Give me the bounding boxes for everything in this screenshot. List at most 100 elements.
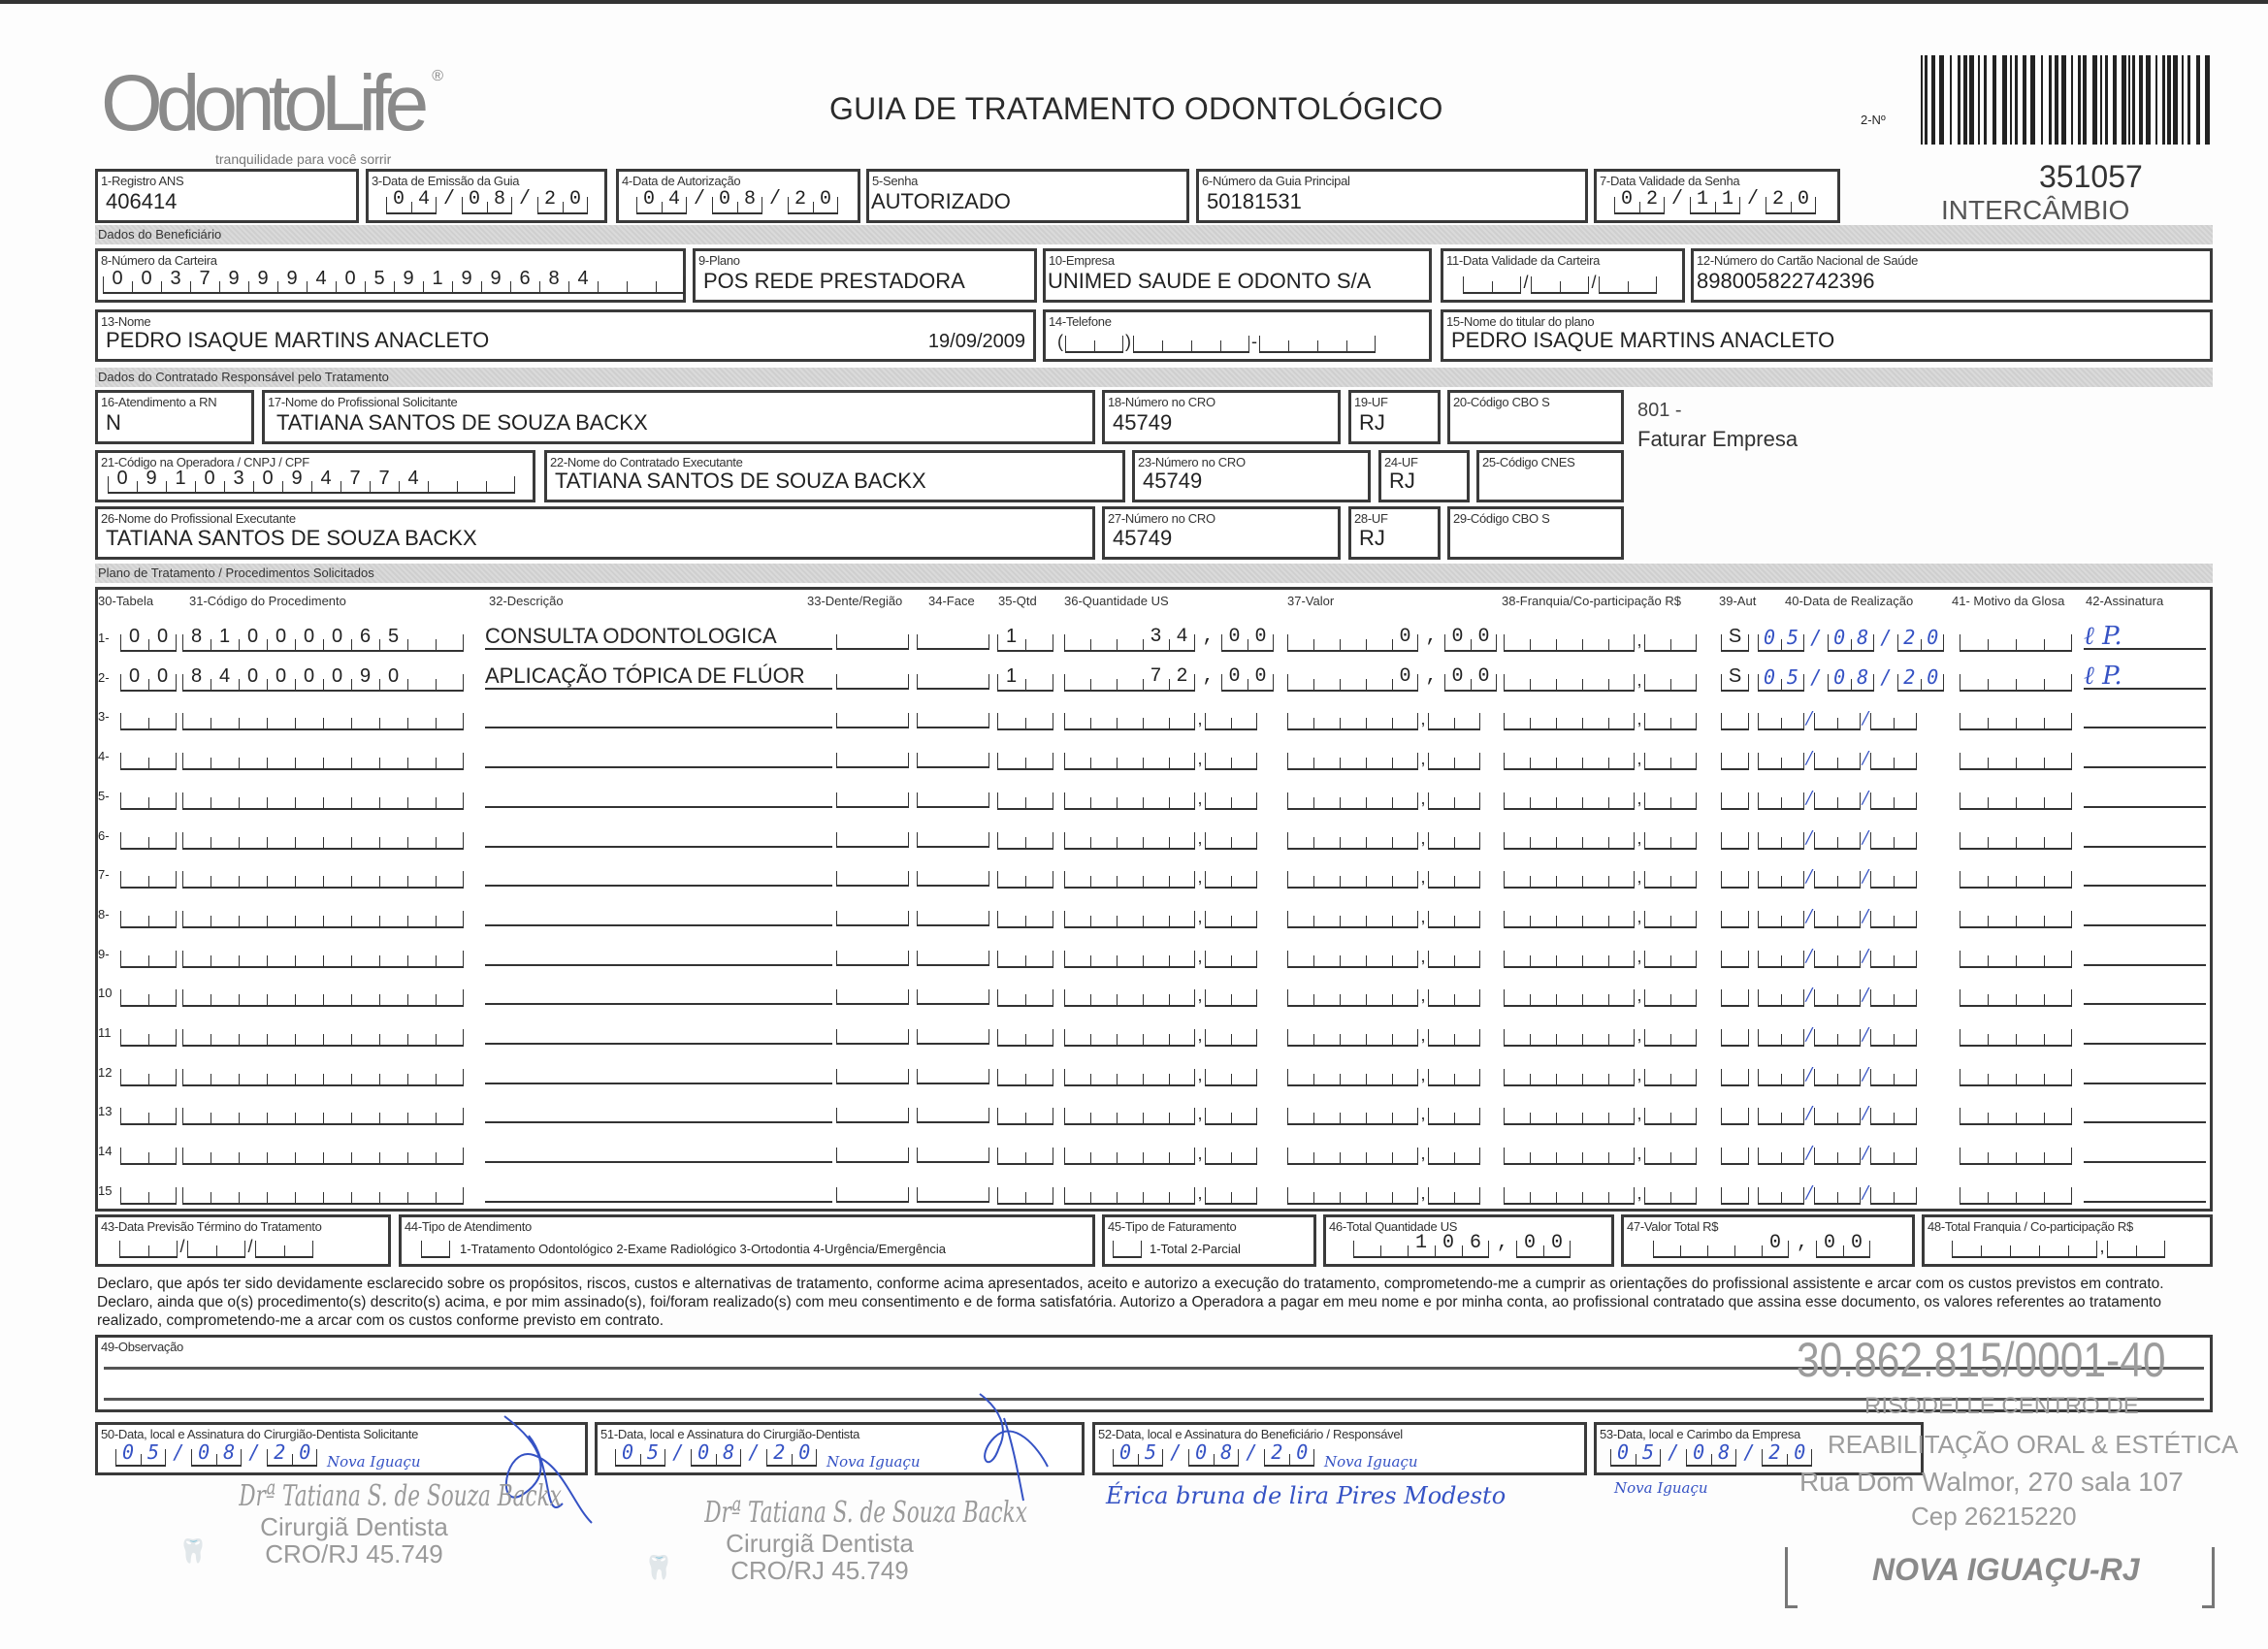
digit-cell xyxy=(2016,941,2044,966)
line-field-face xyxy=(917,664,989,690)
digit-cell xyxy=(1670,1138,1697,1164)
cell-field-valor: , xyxy=(1287,861,1480,889)
digit-cell xyxy=(997,823,1025,848)
cell-group xyxy=(1814,1059,1861,1086)
field-label: 16-Atendimento a RN xyxy=(101,395,217,409)
digit-cell xyxy=(1670,703,1697,729)
digit-cell xyxy=(436,664,464,690)
digit-cell xyxy=(1117,941,1143,966)
separator: / xyxy=(1805,945,1813,966)
digit-cell xyxy=(323,901,351,926)
digit-cell xyxy=(1644,1019,1670,1045)
digit-cell xyxy=(1392,861,1418,888)
digit-cell xyxy=(267,1178,295,1203)
digit-cell: 1 xyxy=(166,467,195,492)
company-cep: Cep 26215220 xyxy=(1911,1502,2077,1531)
barcode-bar xyxy=(1931,55,1935,145)
digit-cell: 1 xyxy=(211,625,239,650)
cell-group xyxy=(1205,1019,1257,1047)
table-row: 4-,,, / / xyxy=(0,735,2268,774)
cell-field-valor: , xyxy=(1287,1138,1480,1166)
digit-cell xyxy=(1454,1178,1480,1203)
digit-cell xyxy=(1205,1178,1231,1203)
cell-group xyxy=(1814,861,1861,889)
line-field-face xyxy=(917,1178,989,1203)
digit-cell xyxy=(2044,703,2072,729)
digit-cell xyxy=(1766,187,1791,212)
digit-cell xyxy=(1816,1231,1843,1256)
digit-cell xyxy=(1454,823,1480,848)
field-value: 406414 xyxy=(106,189,178,213)
digit-cell: 4 xyxy=(211,664,239,690)
cell-group xyxy=(1264,1439,1314,1467)
digit-cell xyxy=(407,703,436,729)
digit-cell xyxy=(997,743,1025,769)
digit-cell xyxy=(351,1019,379,1045)
cell-group xyxy=(1960,823,2072,850)
cell-group xyxy=(1758,823,1804,850)
cell-group xyxy=(1064,783,1195,810)
digit-cell: 0 xyxy=(295,664,323,690)
digit-cell xyxy=(1690,187,1715,212)
digit-cell xyxy=(1870,1019,1894,1045)
field-total-us: 46-Total Quantidade US 106,00 xyxy=(1323,1214,1614,1267)
digit-cell xyxy=(1608,941,1635,966)
digit-cell xyxy=(148,941,177,966)
digit-cell xyxy=(1608,823,1635,848)
digit-cell xyxy=(1837,1098,1861,1124)
digit-cell xyxy=(1313,901,1340,926)
digit-cell xyxy=(436,901,464,926)
stamp-title: Cirurgiã Dentista xyxy=(260,1512,448,1541)
digit-cell xyxy=(211,783,239,808)
digit-cell xyxy=(239,861,267,888)
digit-cell xyxy=(1117,625,1143,650)
digit-cell xyxy=(1870,901,1894,926)
cell-group xyxy=(182,1019,464,1047)
digit-cell xyxy=(1814,1059,1837,1084)
cell-group xyxy=(1444,664,1497,692)
digit-cell xyxy=(1894,1098,1917,1124)
digit-cell xyxy=(1340,901,1366,926)
digit-cell xyxy=(1894,1178,1917,1203)
date-cells: / / xyxy=(119,1231,313,1258)
digit-cell xyxy=(997,901,1025,926)
digit-cell xyxy=(436,703,464,729)
field-value: POS REDE PRESTADORA xyxy=(703,269,965,293)
digit-cell xyxy=(407,901,436,926)
digit-cell xyxy=(788,187,813,212)
digit-cell xyxy=(120,823,148,848)
digit-cell xyxy=(1897,664,1921,690)
cell-field-us: 72,00 xyxy=(1064,664,1274,692)
digit-cell xyxy=(1231,823,1257,848)
cell-field-tabela xyxy=(120,1178,177,1205)
cell-group xyxy=(997,941,1053,968)
digit-cell xyxy=(1313,783,1340,808)
cell-field-us: , xyxy=(1064,861,1257,889)
cell-field-qtd xyxy=(997,1019,1053,1047)
digit-cell xyxy=(1504,823,1530,848)
digit-cell xyxy=(1504,1138,1530,1164)
line-field-dente xyxy=(836,1178,909,1203)
cell-field-glosa xyxy=(1960,1138,2072,1166)
digit-cell xyxy=(1287,1178,1313,1203)
digit-cell xyxy=(1781,861,1804,888)
cell-group xyxy=(1504,901,1635,928)
cell-group xyxy=(1644,783,1697,810)
cell-field-franquia: , xyxy=(1504,703,1697,731)
cell-group xyxy=(1721,1059,1749,1086)
digit-cell xyxy=(148,1019,177,1045)
digit-cell xyxy=(2044,1019,2072,1045)
cell-field-data: 05/08/20 xyxy=(1758,664,1944,692)
digit-cell xyxy=(211,1178,239,1203)
separator: , xyxy=(1197,946,1203,966)
digit-cell xyxy=(792,1439,817,1465)
separator: , xyxy=(1636,669,1642,690)
cell-group xyxy=(1758,625,1804,652)
digit-cell xyxy=(148,901,177,926)
field-label: 44-Tipo de Atendimento xyxy=(405,1219,532,1234)
line-field-assinatura xyxy=(2084,1059,2206,1084)
digit-cell xyxy=(1837,980,1861,1006)
cell-field-glosa xyxy=(1960,1059,2072,1086)
cell-value: 05/08/20 xyxy=(122,1440,325,1464)
separator: , xyxy=(1197,1064,1203,1084)
